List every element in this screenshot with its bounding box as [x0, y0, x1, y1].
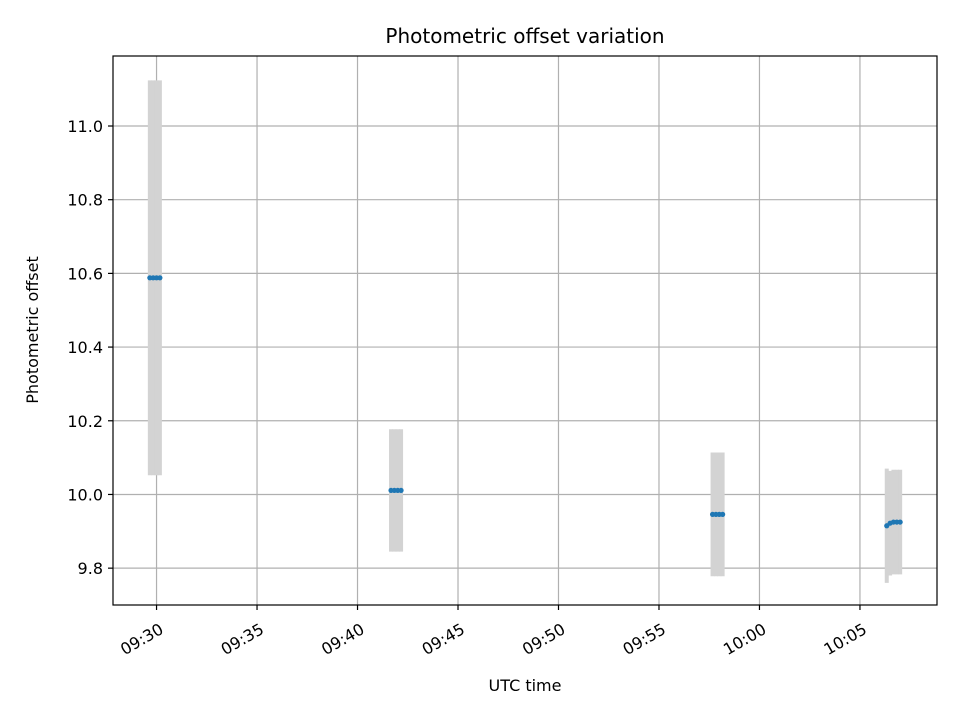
y-tick-label: 10.0 — [67, 485, 103, 504]
y-tick-label: 9.8 — [78, 559, 103, 578]
y-tick-label: 10.6 — [67, 264, 103, 283]
plot-frame — [112, 55, 938, 606]
data-point — [157, 275, 163, 281]
grid — [113, 56, 937, 605]
y-tick-label: 11.0 — [67, 117, 103, 136]
chart-title: Photometric offset variation — [385, 24, 664, 48]
data-point — [398, 487, 404, 494]
data-point — [897, 519, 903, 525]
data-points — [147, 275, 903, 529]
y-tick-label: 10.2 — [67, 412, 103, 431]
y-axis-ticks: 9.8 10.0 10.2 10.4 10.6 10.8 11.0 — [67, 117, 113, 578]
x-axis-label: UTC time — [489, 676, 562, 695]
y-axis-label: Photometric offset — [23, 256, 42, 404]
y-tick-label: 10.4 — [67, 338, 103, 357]
data-point — [720, 511, 726, 517]
y-tick-label: 10.8 — [67, 191, 103, 210]
